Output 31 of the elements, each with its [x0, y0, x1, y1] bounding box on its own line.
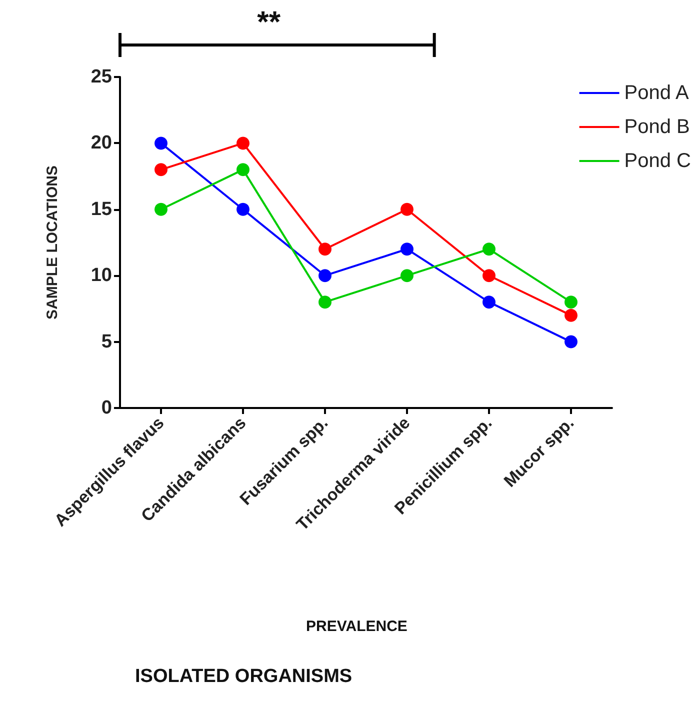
point: [400, 242, 414, 256]
y-tick-label: 5: [101, 331, 112, 352]
legend-label: Pond A: [624, 82, 690, 104]
text: PREVALENCE: [306, 618, 408, 635]
point: [564, 335, 578, 348]
point: [400, 202, 414, 216]
y-tick-label: 25: [90, 66, 112, 88]
point: [154, 136, 168, 150]
point: [318, 296, 332, 309]
point: [400, 269, 414, 282]
legend-label: Pond B: [624, 116, 690, 138]
point: [236, 202, 250, 216]
point: [318, 242, 332, 256]
y-tick-label: 15: [90, 198, 112, 220]
point: [482, 242, 496, 256]
y-axis-title: SAMPLE LOCATIONS: [44, 166, 61, 320]
text: ISOLATED ORGANISMS: [135, 666, 352, 688]
point: [318, 269, 332, 282]
point: [236, 136, 250, 150]
point: [564, 308, 578, 322]
point: [154, 163, 168, 176]
text: **: [257, 6, 281, 40]
point: [154, 202, 168, 216]
point: [564, 296, 578, 309]
point: [482, 269, 496, 282]
point: [482, 296, 496, 309]
y-tick-label: 20: [90, 132, 112, 154]
point: [236, 163, 250, 176]
y-tick-label: 10: [90, 265, 112, 286]
legend-label: Pond C: [624, 150, 692, 172]
y-tick-label: 0: [101, 398, 112, 418]
